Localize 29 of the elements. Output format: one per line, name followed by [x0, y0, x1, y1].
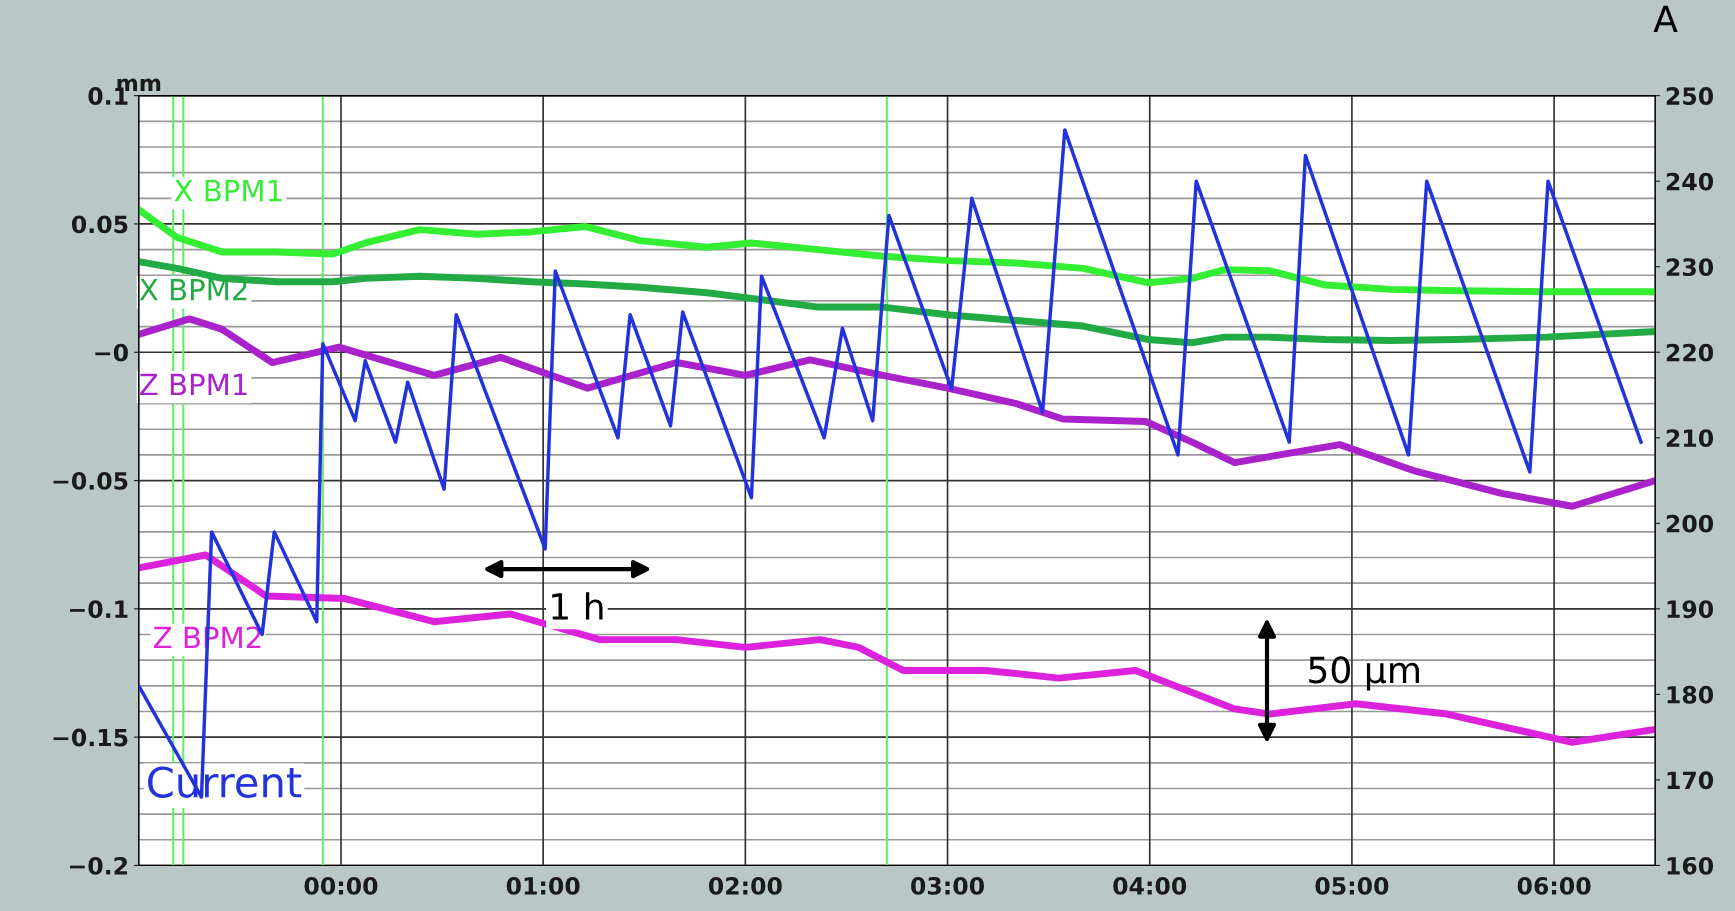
y2-tick-label: 220: [1666, 343, 1714, 362]
y-tick-label: −0: [95, 343, 128, 362]
y2-tick-label: 180: [1667, 685, 1714, 704]
series-label: X BPM1: [174, 179, 282, 202]
annotation: 1 h: [552, 592, 603, 620]
y-tick-label: −0.15: [53, 728, 128, 747]
y2-tick-label: 250: [1666, 87, 1714, 105]
y2-tick-label: 200: [1666, 514, 1714, 533]
y2-tick-label: 210: [1666, 429, 1714, 448]
y2-tick-label: 240: [1666, 172, 1714, 191]
series-label: Z BPM1: [140, 373, 247, 396]
y-tick-label: 0.05: [71, 215, 128, 234]
x-tick-label: 04:00: [1113, 876, 1187, 895]
y-tick-label: −0.2: [69, 856, 128, 875]
x-tick-label: 01:00: [506, 876, 580, 895]
x-tick-label: 05:00: [1315, 876, 1389, 895]
y-tick-label: −0.05: [53, 472, 128, 490]
text: A: [1653, 5, 1678, 32]
y2-tick-label: 160: [1667, 856, 1714, 875]
x-tick-label: 00:00: [304, 876, 378, 895]
y2-tick-label: 190: [1667, 600, 1714, 619]
annotation: 50 µm: [1309, 656, 1419, 691]
x-tick-label: 06:00: [1517, 876, 1591, 895]
y-tick-label: −0.1: [69, 600, 128, 619]
x-tick-label: 03:00: [911, 876, 984, 895]
y2-tick-label: 170: [1667, 771, 1714, 790]
line-series: [138, 128, 1643, 799]
y2-tick-label: 230: [1666, 258, 1714, 277]
x-tick-label: 02:00: [708, 876, 782, 895]
